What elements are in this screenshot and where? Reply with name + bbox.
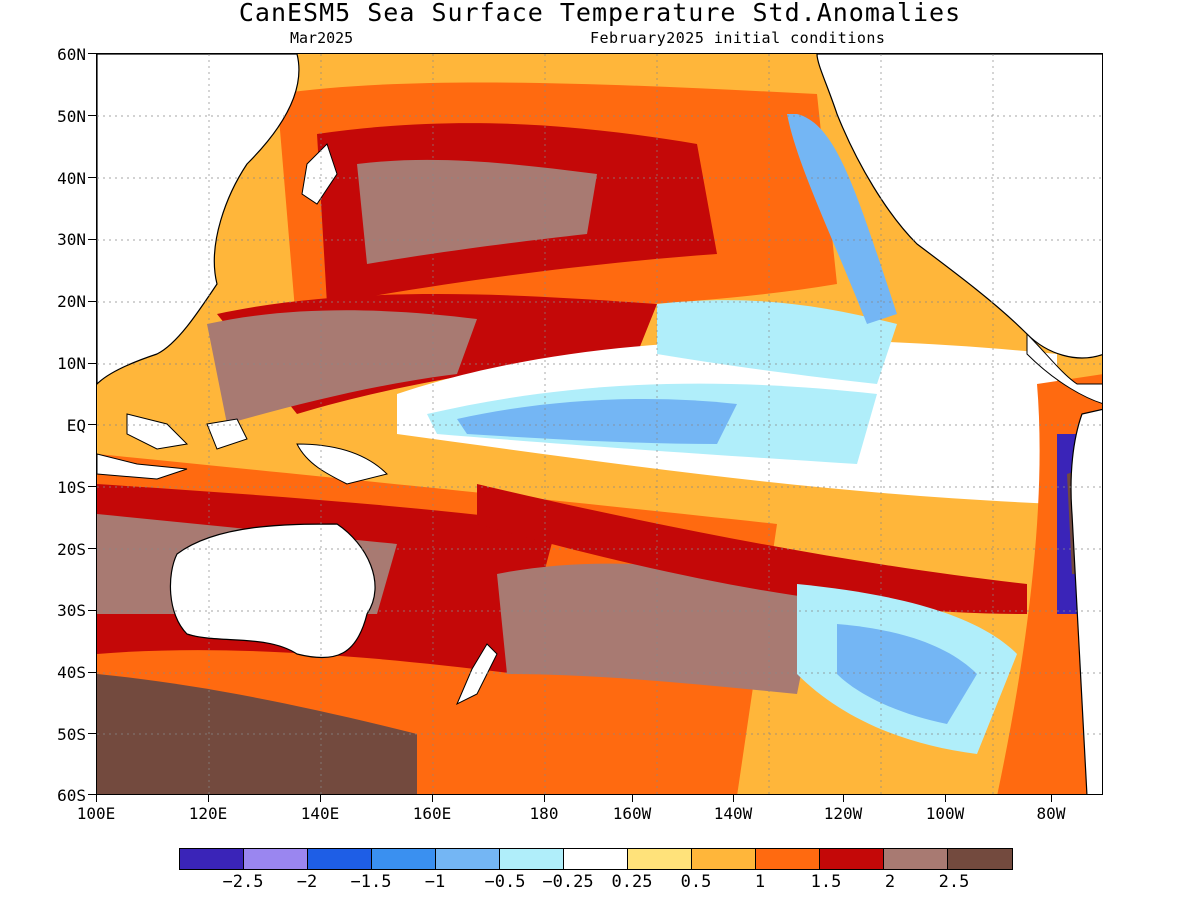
lat-label-20s: 20S [57,540,86,559]
colorbar-label: 1.5 [810,872,842,892]
lat-tick [88,53,96,54]
lon-label-140e: 140E [300,804,340,823]
lat-tick [88,115,96,116]
colorbar-swatch-4 [436,849,500,869]
lat-label-30s: 30S [57,601,86,620]
lon-tick [208,795,209,802]
lat-label-10n: 10N [57,354,86,373]
lat-label-40s: 40S [57,663,86,682]
lon-tick [544,795,545,802]
colorbar-swatch-12 [948,849,1012,869]
colorbar-label: −1.5 [350,872,392,892]
colorbar-label: −2 [296,872,318,892]
colorbar-label: −2.5 [222,872,264,892]
map-title: CanESM5 Sea Surface Temperature Std.Anom… [238,0,962,27]
colorbar-swatch-8 [692,849,756,869]
lat-tick [88,424,96,425]
lon-tick [96,795,97,802]
colorbar-swatch-0 [180,849,244,869]
lat-label-30n: 30N [57,230,86,249]
lon-label-80w: 80W [1036,804,1066,823]
colorbar-label: 0.25 [611,872,653,892]
lon-label-160w: 160W [612,804,652,823]
colorbar-label: −0.25 [542,872,594,892]
lat-tick [88,486,96,487]
lat-tick [88,672,96,673]
colorbar-label: 0.5 [680,872,712,892]
lat-tick [88,610,96,611]
lat-label-eq: EQ [66,416,86,435]
lat-label-60n: 60N [57,45,86,64]
lon-label-180: 180 [529,804,559,823]
lon-label-100e: 100E [76,804,116,823]
lat-tick [88,301,96,302]
colorbar-label: 2 [884,872,896,892]
lon-label-120e: 120E [188,804,228,823]
colorbar-swatch-1 [244,849,308,869]
lat-tick [88,733,96,734]
lat-tick [88,239,96,240]
lat-label-50n: 50N [57,107,86,126]
lat-label-40n: 40N [57,169,86,188]
lon-label-140w: 140W [713,804,753,823]
initial-conditions: February2025 initial conditions [590,29,886,47]
colorbar-label: −0.5 [484,872,526,892]
colorbar-swatch-9 [756,849,820,869]
sst-anomaly-map [96,53,1103,795]
colorbar-swatch-6 [564,849,628,869]
colorbar-label: −1 [424,872,446,892]
lat-label-50s: 50S [57,725,86,744]
colorbar [179,848,1013,870]
lon-tick [320,795,321,802]
colorbar-label: 2.5 [938,872,970,892]
colorbar-swatch-10 [820,849,884,869]
lat-label-20n: 20N [57,292,86,311]
colorbar-label: 1 [754,872,766,892]
lat-tick [88,794,96,795]
lon-tick [733,795,734,802]
lon-label-120w: 120W [823,804,863,823]
colorbar-swatch-11 [884,849,948,869]
lon-label-160e: 160E [412,804,452,823]
lon-tick [1051,795,1052,802]
lat-tick [88,548,96,549]
lon-tick [945,795,946,802]
colorbar-swatch-7 [628,849,692,869]
colorbar-swatch-5 [500,849,564,869]
lat-tick [88,177,96,178]
lat-label-60s: 60S [57,786,86,805]
lon-label-100w: 100W [925,804,965,823]
lon-tick [632,795,633,802]
colorbar-swatch-2 [308,849,372,869]
lon-tick [432,795,433,802]
lat-label-10s: 10S [57,478,86,497]
colorbar-swatch-3 [372,849,436,869]
lon-tick [843,795,844,802]
lat-tick [88,363,96,364]
forecast-month: Mar2025 [290,29,354,47]
